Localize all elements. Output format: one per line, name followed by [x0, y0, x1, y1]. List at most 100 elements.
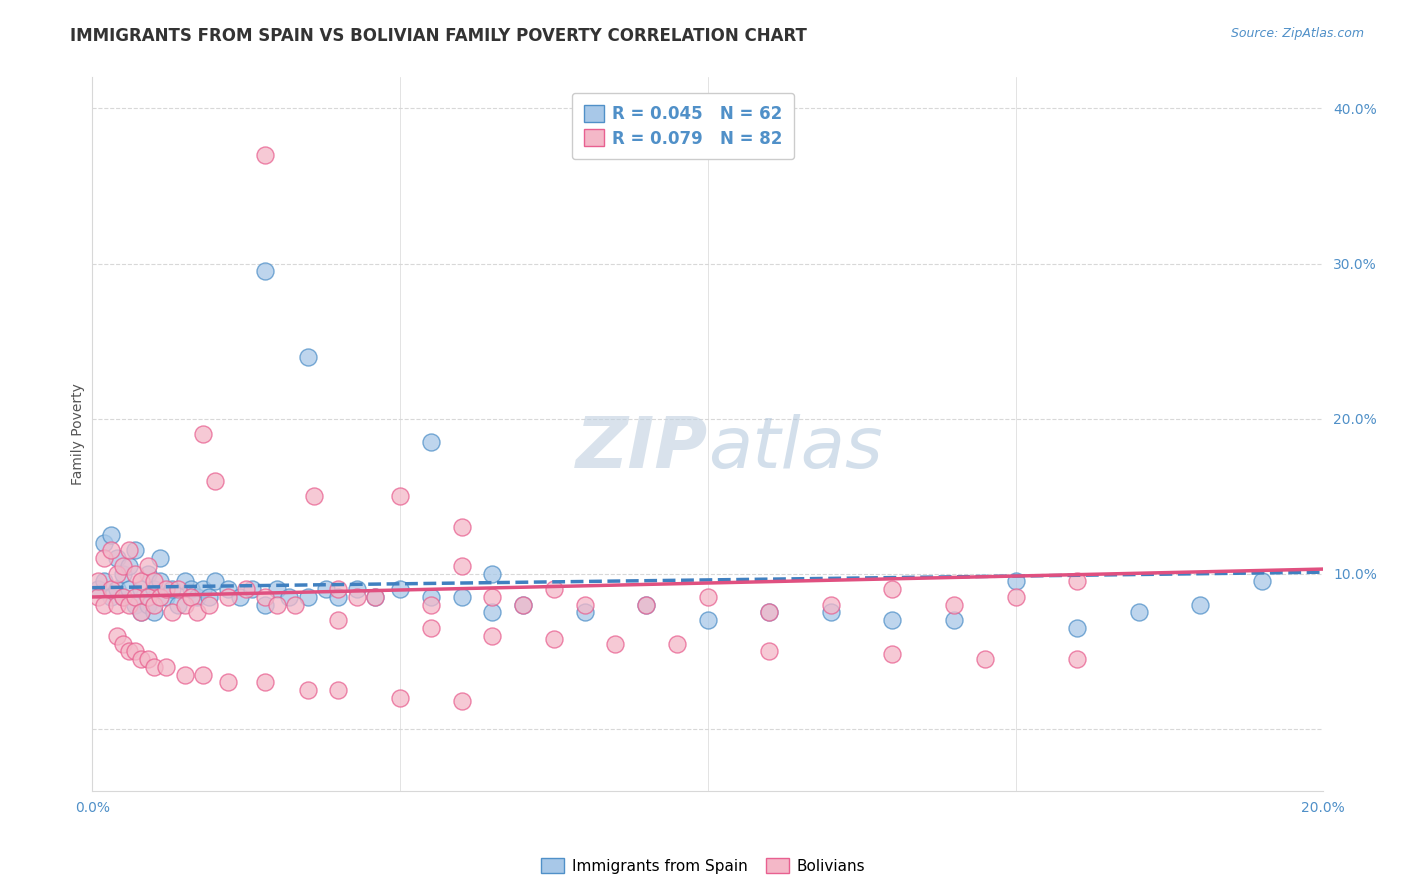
Point: [100, 528, 122, 542]
Point: [124, 566, 146, 581]
Point: [266, 598, 288, 612]
Point: [124, 644, 146, 658]
Point: [481, 629, 503, 643]
Point: [943, 613, 966, 627]
Point: [149, 574, 172, 589]
Point: [605, 636, 627, 650]
Point: [346, 590, 368, 604]
Point: [118, 582, 141, 597]
Point: [636, 598, 658, 612]
Point: [87, 582, 110, 597]
Point: [173, 574, 195, 589]
Point: [111, 590, 134, 604]
Point: [512, 598, 534, 612]
Point: [142, 659, 165, 673]
Point: [111, 558, 134, 573]
Point: [253, 598, 276, 612]
Point: [105, 566, 128, 581]
Point: [328, 613, 350, 627]
Point: [105, 551, 128, 566]
Point: [131, 652, 153, 666]
Point: [388, 690, 411, 705]
Point: [973, 652, 995, 666]
Text: Source: ZipAtlas.com: Source: ZipAtlas.com: [1230, 27, 1364, 40]
Point: [155, 582, 177, 597]
Point: [665, 636, 688, 650]
Point: [93, 551, 115, 566]
Point: [204, 474, 226, 488]
Point: [820, 598, 842, 612]
Point: [105, 582, 128, 597]
Text: atlas: atlas: [707, 414, 883, 483]
Point: [136, 598, 159, 612]
Point: [882, 648, 904, 662]
Point: [278, 590, 301, 604]
Point: [142, 582, 165, 597]
Point: [364, 590, 387, 604]
Point: [364, 590, 387, 604]
Point: [155, 659, 177, 673]
Point: [297, 590, 319, 604]
Point: [100, 582, 122, 597]
Point: [450, 590, 472, 604]
Point: [217, 675, 239, 690]
Point: [124, 590, 146, 604]
Point: [217, 590, 239, 604]
Point: [882, 582, 904, 597]
Point: [253, 264, 276, 278]
Point: [1128, 606, 1150, 620]
Point: [198, 598, 221, 612]
Point: [173, 598, 195, 612]
Y-axis label: Family Poverty: Family Poverty: [72, 384, 86, 485]
Point: [191, 582, 214, 597]
Legend: Immigrants from Spain, Bolivians: Immigrants from Spain, Bolivians: [534, 852, 872, 880]
Point: [124, 598, 146, 612]
Point: [131, 574, 153, 589]
Point: [543, 632, 565, 646]
Point: [481, 606, 503, 620]
Point: [346, 582, 368, 597]
Point: [758, 606, 780, 620]
Point: [1250, 574, 1272, 589]
Point: [1066, 574, 1088, 589]
Point: [574, 606, 596, 620]
Point: [636, 598, 658, 612]
Point: [136, 566, 159, 581]
Point: [512, 598, 534, 612]
Point: [149, 590, 172, 604]
Point: [284, 598, 307, 612]
Point: [204, 574, 226, 589]
Point: [136, 590, 159, 604]
Point: [87, 574, 110, 589]
Point: [328, 683, 350, 698]
Point: [100, 590, 122, 604]
Point: [302, 489, 325, 503]
Point: [105, 598, 128, 612]
Point: [1004, 590, 1026, 604]
Text: IMMIGRANTS FROM SPAIN VS BOLIVIAN FAMILY POVERTY CORRELATION CHART: IMMIGRANTS FROM SPAIN VS BOLIVIAN FAMILY…: [70, 27, 807, 45]
Point: [173, 667, 195, 681]
Legend: R = 0.045   N = 62, R = 0.079   N = 82: R = 0.045 N = 62, R = 0.079 N = 82: [572, 93, 794, 160]
Point: [136, 652, 159, 666]
Point: [149, 551, 172, 566]
Point: [882, 613, 904, 627]
Point: [160, 606, 183, 620]
Point: [160, 582, 183, 597]
Point: [142, 574, 165, 589]
Point: [253, 590, 276, 604]
Point: [419, 434, 441, 449]
Point: [142, 606, 165, 620]
Point: [191, 427, 214, 442]
Point: [481, 590, 503, 604]
Point: [118, 644, 141, 658]
Point: [186, 590, 208, 604]
Point: [191, 667, 214, 681]
Point: [450, 694, 472, 708]
Point: [111, 636, 134, 650]
Point: [118, 543, 141, 558]
Point: [118, 598, 141, 612]
Point: [315, 582, 337, 597]
Point: [93, 535, 115, 549]
Point: [240, 582, 263, 597]
Point: [180, 582, 202, 597]
